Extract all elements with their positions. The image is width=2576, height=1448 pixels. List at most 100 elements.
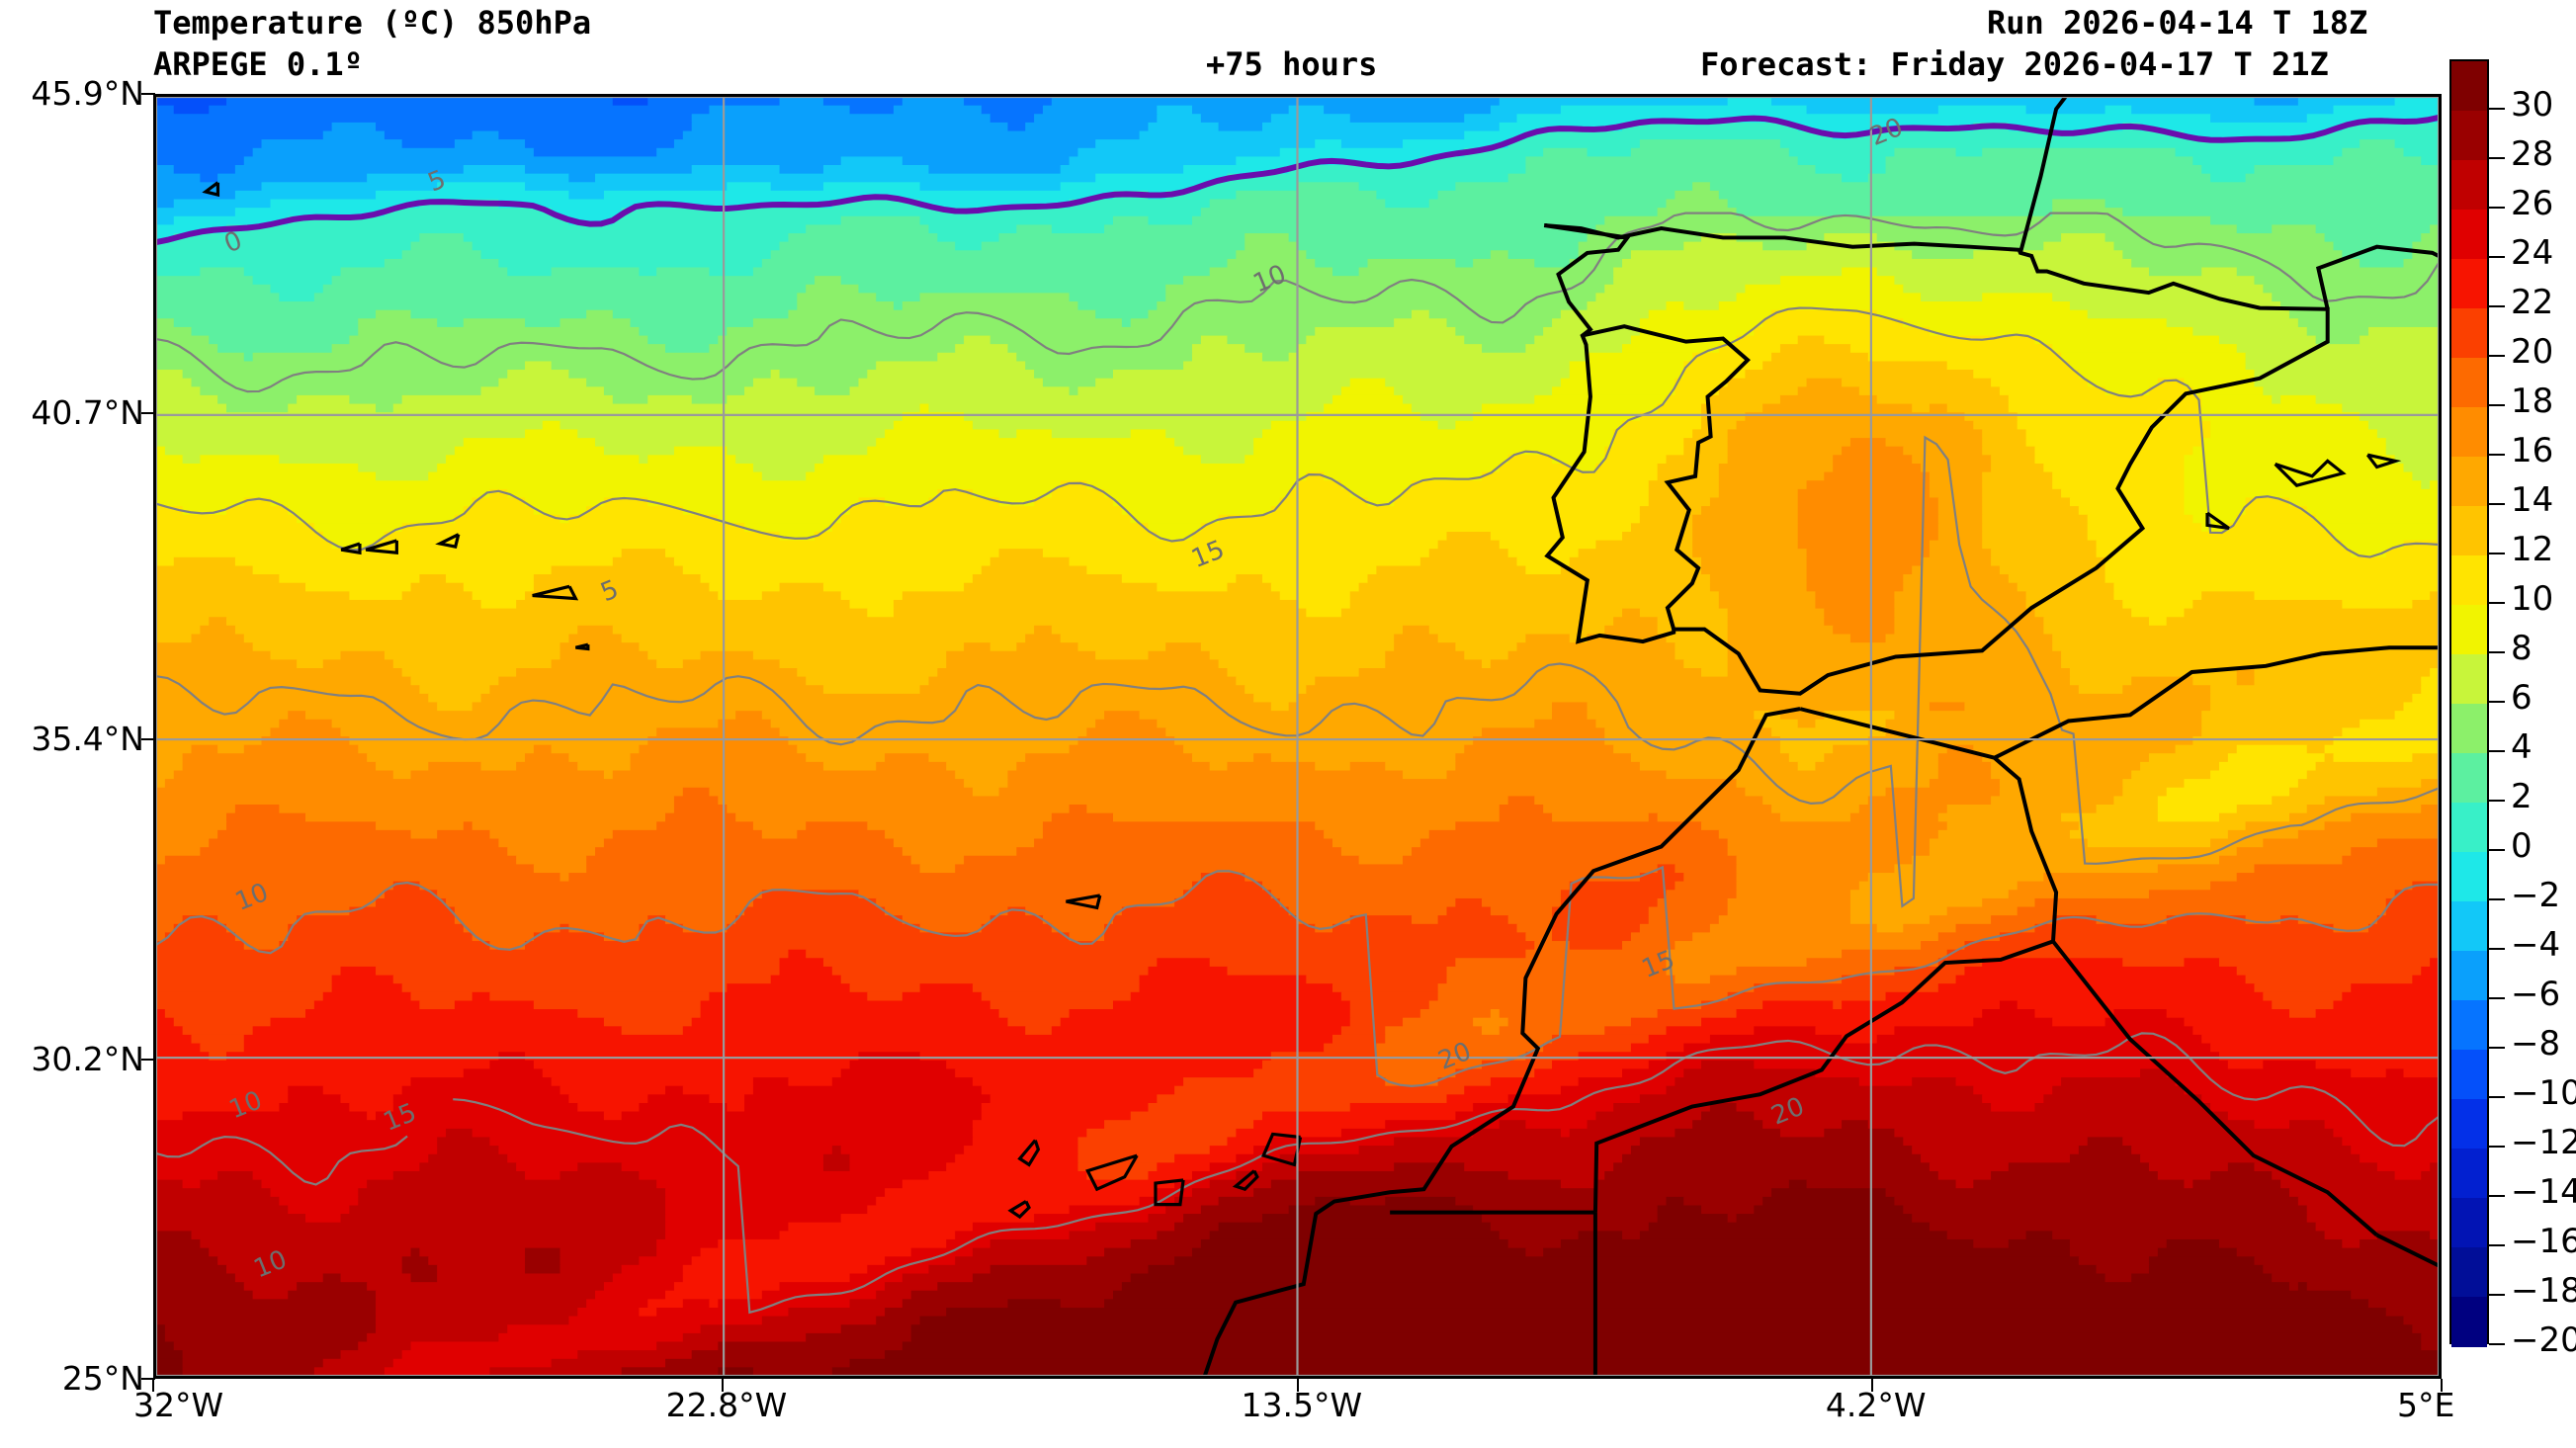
colorbar-segment (2451, 654, 2487, 705)
model-label: ARPEGE 0.1º (153, 45, 363, 83)
colorbar-tick-label: 16 (2511, 431, 2554, 470)
y-tick (141, 1378, 155, 1380)
y-tick (141, 412, 155, 415)
colorbar-tick (2489, 1195, 2505, 1197)
colorbar-tick-label: 4 (2511, 727, 2533, 767)
colorbar-segment (2451, 210, 2487, 260)
colorbar-tick (2489, 108, 2505, 110)
colorbar-segment (2451, 259, 2487, 309)
colorbar-tick (2489, 701, 2505, 703)
x-axis-label: 32°W (133, 1386, 224, 1424)
colorbar-tick-label: 14 (2511, 480, 2554, 520)
colorbar-tick (2489, 1096, 2505, 1098)
colorbar-tick (2489, 1343, 2505, 1345)
colorbar-tick-label: −14 (2511, 1172, 2576, 1212)
colorbar-tick (2489, 157, 2505, 159)
colorbar-tick (2489, 651, 2505, 653)
y-axis-label: 45.9°N (31, 74, 144, 113)
colorbar-tick-label: −16 (2511, 1222, 2576, 1261)
colorbar-tick (2489, 207, 2505, 209)
lead-time-label: +75 hours (1206, 45, 1378, 83)
colorbar-segment (2451, 1099, 2487, 1150)
colorbar-tick (2489, 503, 2505, 505)
y-tick (141, 738, 155, 741)
colorbar-tick (2489, 404, 2505, 406)
colorbar-tick-label: −4 (2511, 925, 2561, 965)
colorbar-segment (2451, 605, 2487, 655)
colorbar (2449, 59, 2489, 1347)
colorbar-tick-label: 28 (2511, 134, 2554, 174)
colorbar-tick-label: 18 (2511, 382, 2554, 421)
colorbar-tick (2489, 256, 2505, 258)
y-axis-label: 35.4°N (31, 720, 144, 759)
colorbar-tick-label: 20 (2511, 332, 2554, 372)
y-axis-label: 25°N (61, 1359, 144, 1398)
x-axis-label: 4.2°W (1825, 1386, 1927, 1424)
colorbar-tick-label: −8 (2511, 1024, 2561, 1064)
colorbar-segment (2451, 111, 2487, 161)
y-tick (141, 1058, 155, 1061)
colorbar-tick-label: −18 (2511, 1271, 2576, 1311)
colorbar-segment (2451, 457, 2487, 507)
x-tick (1871, 1379, 1874, 1392)
colorbar-segment (2451, 901, 2487, 952)
y-tick (141, 93, 155, 95)
x-tick (1296, 1379, 1299, 1392)
colorbar-tick-label: −12 (2511, 1123, 2576, 1162)
colorbar-tick (2489, 305, 2505, 307)
colorbar-tick-label: −20 (2511, 1320, 2576, 1360)
run-time-label: Run 2026-04-14 T 18Z (1987, 4, 2368, 42)
colorbar-tick (2489, 602, 2505, 604)
colorbar-segment (2451, 852, 2487, 902)
colorbar-tick-label: 22 (2511, 283, 2554, 322)
colorbar-tick-label: −2 (2511, 876, 2561, 915)
valid-time-label: Forecast: Friday 2026-04-17 T 21Z (1700, 45, 2329, 83)
colorbar-tick-label: 30 (2511, 85, 2554, 125)
colorbar-tick (2489, 997, 2505, 999)
colorbar-segment (2451, 1247, 2487, 1298)
colorbar-tick-label: 24 (2511, 233, 2554, 273)
x-axis-label: 22.8°W (665, 1386, 788, 1424)
x-tick (152, 1379, 154, 1392)
colorbar-tick (2489, 849, 2505, 851)
colorbar-segment (2451, 506, 2487, 556)
colorbar-segment (2451, 358, 2487, 408)
colorbar-tick-label: 10 (2511, 579, 2554, 619)
colorbar-tick (2489, 948, 2505, 950)
colorbar-segment (2451, 308, 2487, 359)
colorbar-segment (2451, 1050, 2487, 1100)
colorbar-tick-label: 6 (2511, 678, 2533, 718)
colorbar-segment (2451, 1149, 2487, 1199)
colorbar-tick-label: 0 (2511, 826, 2533, 866)
colorbar-segment (2451, 1198, 2487, 1248)
colorbar-tick (2489, 553, 2505, 554)
colorbar-tick (2489, 1244, 2505, 1246)
colorbar-tick-label: −10 (2511, 1073, 2576, 1113)
colorbar-tick (2489, 454, 2505, 456)
colorbar-segment (2451, 555, 2487, 606)
y-axis-label: 30.2°N (31, 1039, 144, 1078)
colorbar-segment (2451, 1000, 2487, 1051)
colorbar-tick-label: 26 (2511, 184, 2554, 223)
colorbar-tick-label: 2 (2511, 777, 2533, 816)
colorbar-segment (2451, 951, 2487, 1001)
colorbar-tick (2489, 1146, 2505, 1148)
x-tick (2441, 1379, 2443, 1392)
colorbar-tick-label: −6 (2511, 975, 2561, 1014)
colorbar-tick (2489, 355, 2505, 357)
x-axis-label: 13.5°W (1241, 1386, 1363, 1424)
temperature-map: 5 0 10 5 10 10 15 10 15 15 20 20 20 (153, 94, 2442, 1379)
colorbar-segment (2451, 407, 2487, 458)
x-axis-label: 5°E (2397, 1386, 2455, 1424)
colorbar-segment (2451, 704, 2487, 754)
x-tick (721, 1379, 724, 1392)
colorbar-tick (2489, 898, 2505, 900)
y-axis-label: 40.7°N (31, 393, 144, 433)
colorbar-segment (2451, 1297, 2487, 1347)
colorbar-segment (2451, 753, 2487, 804)
colorbar-tick (2489, 800, 2505, 802)
colorbar-tick (2489, 1294, 2505, 1296)
page-title: Temperature (ºC) 850hPa (153, 4, 592, 42)
